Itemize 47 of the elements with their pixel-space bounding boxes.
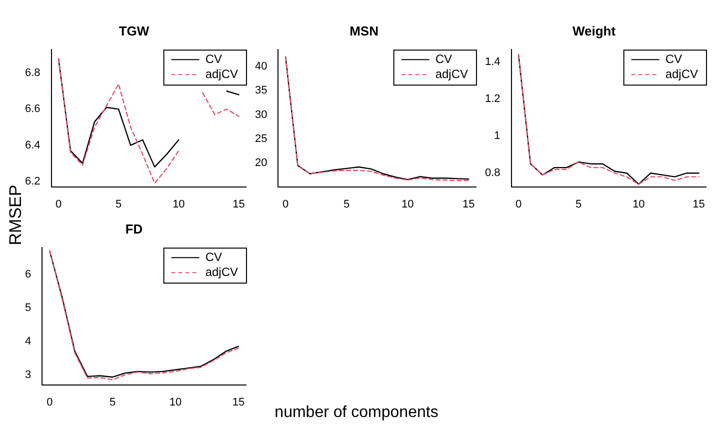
y-tick-label: 20 xyxy=(254,157,268,170)
legend-label: CV xyxy=(665,52,682,66)
y-tick-label: 40 xyxy=(254,60,268,73)
x-tick-label: 10 xyxy=(169,396,182,408)
x-tick-label: 5 xyxy=(344,198,350,210)
legend-label: adjCV xyxy=(665,66,698,81)
y-tick-label: 5 xyxy=(24,302,32,314)
x-tick-label: 0 xyxy=(46,396,53,408)
y-tick-label: 6.2 xyxy=(24,175,40,188)
legend-label: CV xyxy=(435,52,452,66)
legend-label: adjCV xyxy=(435,66,468,81)
x-tick-label: 0 xyxy=(515,198,522,210)
x-tick-label: 15 xyxy=(462,198,475,210)
y-tick-label: 6.8 xyxy=(24,67,40,80)
legend-label: adjCV xyxy=(205,264,238,279)
y-tick-label: 1.4 xyxy=(484,56,500,68)
x-tick-label: 10 xyxy=(172,198,185,210)
chart-title: Weight xyxy=(572,23,616,38)
y-axis-title: RMSEP xyxy=(6,184,26,246)
y-tick-label: 30 xyxy=(254,108,268,121)
y-tick-label: 0.8 xyxy=(484,167,500,180)
x-axis-title: number of components xyxy=(274,404,438,421)
x-tick-label: 15 xyxy=(692,198,705,210)
x-tick-label: 10 xyxy=(402,198,414,210)
y-tick-label: 1.2 xyxy=(484,93,500,106)
y-tick-label: 6.4 xyxy=(24,139,40,152)
x-tick-label: 0 xyxy=(282,198,289,210)
x-tick-label: 15 xyxy=(232,396,245,408)
x-tick-label: 5 xyxy=(576,198,582,210)
x-tick-label: 15 xyxy=(232,198,245,210)
y-tick-label: 6.6 xyxy=(24,103,40,116)
y-tick-label: 25 xyxy=(254,133,268,146)
y-tick-label: 35 xyxy=(254,84,268,97)
x-tick-label: 0 xyxy=(55,198,62,210)
chart-title: FD xyxy=(125,221,143,236)
legend-label: CV xyxy=(205,250,222,264)
y-tick-label: 4 xyxy=(24,335,32,348)
x-tick-label: 5 xyxy=(110,396,116,408)
x-tick-label: 5 xyxy=(116,198,122,210)
chart-title: MSN xyxy=(350,23,378,38)
x-tick-label: 10 xyxy=(632,198,645,210)
legend-label: CV xyxy=(205,52,222,66)
chart-title: TGW xyxy=(118,23,150,38)
y-tick-label: 1 xyxy=(494,130,500,142)
y-tick-label: 6 xyxy=(24,268,32,280)
legend-label: adjCV xyxy=(205,66,238,81)
y-tick-label: 3 xyxy=(24,368,32,381)
